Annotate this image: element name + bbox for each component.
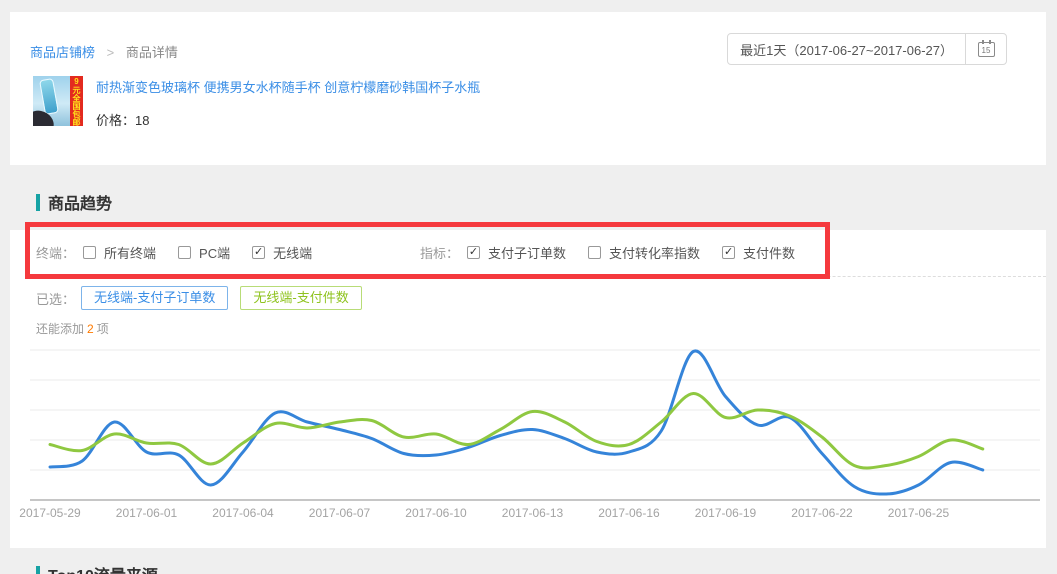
promo-banner: 9元全国包邮: [70, 76, 83, 126]
add-more-count: 2: [87, 322, 94, 336]
checkbox-box[interactable]: [588, 246, 602, 259]
calendar-button[interactable]: 15: [966, 34, 1006, 64]
x-tick-label: 2017-06-10: [405, 506, 467, 520]
product-row: 9元全国包邮 耐热渐变色玻璃杯 便携男女水杯随手杯 创意柠檬磨砂韩国杯子水瓶 价…: [33, 76, 480, 129]
checkbox-all-terminals[interactable]: 所有终端: [83, 243, 156, 262]
x-tick-label: 2017-06-04: [212, 506, 274, 520]
product-price: 价格：18: [96, 113, 150, 128]
breadcrumb-link-rank[interactable]: 商品店铺榜: [30, 45, 96, 60]
date-range-picker[interactable]: 最近1天（2017-06-27~2017-06-27） 15: [727, 33, 1007, 65]
section-title-trend: 商品趋势: [36, 190, 112, 214]
checkbox-box[interactable]: [83, 246, 97, 259]
terminal-filter-label: 终端：: [36, 246, 76, 261]
checkbox-label: 所有终端: [104, 246, 157, 261]
terminal-filter-group: 终端： 所有终端 PC端 ✓ 无线端: [36, 243, 334, 262]
checkbox-label: 支付转化率指数: [609, 246, 701, 261]
checkbox-box[interactable]: ✓: [467, 246, 481, 259]
checkbox-wireless-terminal[interactable]: ✓ 无线端: [252, 243, 312, 262]
x-tick-label: 2017-06-13: [501, 506, 564, 520]
product-summary-card: 商品店铺榜 > 商品详情 最近1天（2017-06-27~2017-06-27）…: [10, 12, 1046, 165]
breadcrumb: 商品店铺榜 > 商品详情: [30, 42, 178, 61]
checkbox-box[interactable]: ✓: [252, 246, 266, 259]
selected-label: 已选：: [36, 291, 76, 307]
x-tick-label: 2017-06-25: [887, 506, 950, 520]
checkbox-pay-items[interactable]: ✓ 支付件数: [722, 243, 795, 262]
x-axis-labels: 2017-05-29 2017-06-01 2017-06-04 2017-06-07…: [19, 506, 1040, 524]
add-more-hint: 还能添加 2 项: [36, 320, 109, 337]
breadcrumb-separator: >: [106, 45, 115, 60]
product-title-link[interactable]: 耐热渐变色玻璃杯 便携男女水杯随手杯 创意柠檬磨砂韩国杯子水瓶: [96, 80, 481, 95]
product-info: 耐热渐变色玻璃杯 便携男女水杯随手杯 创意柠檬磨砂韩国杯子水瓶 价格：18: [96, 76, 480, 129]
checkbox-box[interactable]: [178, 246, 192, 259]
line-chart-canvas: [30, 349, 1040, 501]
checkbox-label: 支付件数: [743, 246, 796, 261]
series-无线端-支付子订单数: [48, 349, 985, 496]
x-tick-label: 2017-06-01: [115, 506, 178, 520]
section-accent-bar: [36, 565, 40, 574]
checkbox-pc-terminal[interactable]: PC端: [178, 243, 230, 262]
checkbox-box[interactable]: ✓: [722, 246, 736, 259]
trend-panel: 终端： 所有终端 PC端 ✓ 无线端 指标： ✓ 支付子订单数 支付转化率: [10, 230, 1046, 548]
section-accent-bar: [36, 193, 40, 211]
checkbox-label: 支付子订单数: [488, 246, 567, 261]
x-tick-label: 2017-05-29: [19, 506, 81, 520]
product-thumbnail[interactable]: 9元全国包邮: [33, 76, 83, 126]
x-tick-label: 2017-06-19: [694, 506, 757, 520]
metric-filter-label: 指标：: [420, 246, 460, 261]
calendar-icon: 15: [977, 39, 995, 57]
metric-filter-group: 指标： ✓ 支付子订单数 支付转化率指数 ✓ 支付件数: [420, 243, 817, 262]
x-tick-label: 2017-06-22: [791, 506, 853, 520]
breadcrumb-current: 商品详情: [125, 45, 178, 60]
add-more-prefix: 还能添加: [36, 322, 85, 336]
divider: [36, 276, 1046, 277]
checkbox-pay-suborders[interactable]: ✓ 支付子订单数: [467, 243, 566, 262]
trend-chart: 2017-05-29 2017-06-01 2017-06-04 2017-06-07…: [19, 342, 1040, 538]
series-无线端-支付件数: [48, 392, 985, 470]
x-tick-label: 2017-06-16: [598, 506, 660, 520]
selected-tag-wireless-items[interactable]: 无线端-支付件数: [240, 286, 362, 310]
checkbox-label: 无线端: [273, 246, 313, 261]
bottle-image: [39, 78, 59, 115]
section-title-text: Top10流量来源: [48, 562, 158, 574]
selected-tag-wireless-suborders[interactable]: 无线端-支付子订单数: [81, 286, 229, 310]
section-title-text: 商品趋势: [48, 196, 113, 213]
checkbox-pay-conversion-index[interactable]: 支付转化率指数: [588, 243, 700, 262]
date-range-label: 最近1天（2017-06-27~2017-06-27）: [728, 34, 966, 64]
x-tick-label: 2017-06-07: [308, 506, 371, 520]
add-more-suffix: 项: [96, 322, 109, 336]
selected-metrics-row: 已选： 无线端-支付子订单数 无线端-支付件数: [36, 286, 374, 310]
section-title-traffic: Top10流量来源: [36, 562, 158, 574]
checkbox-label: PC端: [199, 246, 231, 261]
